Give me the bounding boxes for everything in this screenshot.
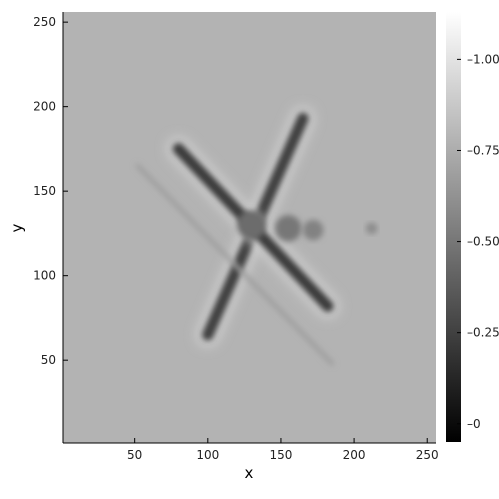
heatmap-features [135, 107, 378, 366]
y-tick-label: 250 [33, 15, 56, 29]
x-tick-label: 50 [127, 448, 142, 462]
colorbar-ticks: –0 –0.25 –0.50 –0.75 –1.00 [457, 52, 499, 431]
x-tick-label: 100 [196, 448, 219, 462]
colorbar: –0 –0.25 –0.50 –0.75 –1.00 [446, 12, 499, 442]
heatmap-blob [365, 222, 378, 235]
y-tick-label: 100 [33, 269, 56, 283]
y-tick-label: 200 [33, 100, 56, 114]
y-axis-title: y [8, 223, 26, 232]
heatmap-streak [135, 163, 335, 366]
x-axis-title: x [245, 464, 254, 482]
axes: 50 100 150 200 250 50 100 150 200 250 x y [8, 12, 439, 482]
y-tick-label: 150 [33, 184, 56, 198]
y-axis-ticks: 50 100 150 200 250 [33, 15, 68, 367]
y-tick-label: 50 [41, 353, 56, 367]
x-tick-label: 150 [269, 448, 292, 462]
colorbar-tick-label: –0.25 [467, 326, 499, 340]
colorbar-tick-label: –0 [467, 417, 481, 431]
heatmap-blob [275, 215, 302, 242]
x-tick-label: 200 [343, 448, 366, 462]
colorbar-tick-label: –1.00 [467, 52, 499, 66]
x-tick-label: 250 [416, 448, 439, 462]
heatmap-plot-area [63, 12, 436, 443]
colorbar-tick-label: –0.75 [467, 143, 499, 157]
colorbar-gradient [446, 12, 461, 442]
heatmap-blob [302, 219, 324, 241]
heatmap-blob [237, 210, 267, 240]
colorbar-tick-label: –0.50 [467, 235, 499, 249]
x-axis-ticks: 50 100 150 200 250 [127, 438, 439, 462]
